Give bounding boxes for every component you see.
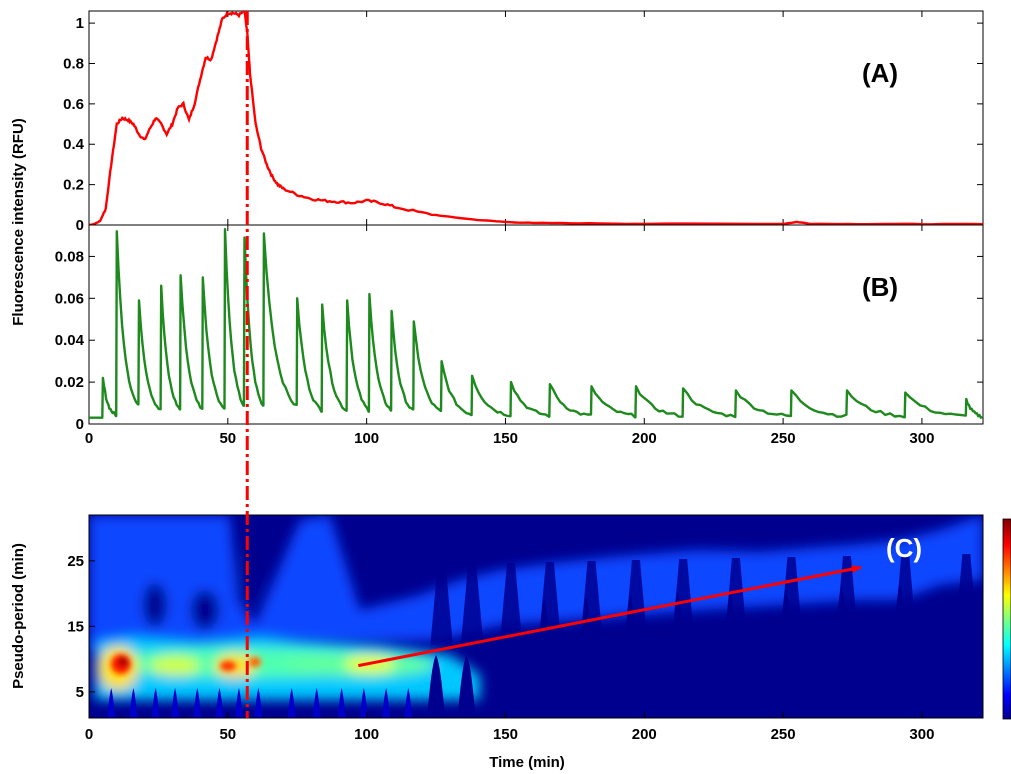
- panel-b-ytick-label-4: 0.08: [55, 248, 84, 265]
- heatmap-tooth-24: [832, 587, 851, 718]
- heatmap-tooth-1: [107, 688, 116, 718]
- heatmap-tooth-15: [427, 655, 446, 718]
- heatmap-tooth-3: [151, 688, 160, 718]
- panel-a-ytick-label-4: 0.8: [63, 55, 84, 72]
- panel-b-xtick-label-1: 50: [219, 430, 236, 447]
- heatmap-tooth-26: [951, 583, 970, 718]
- heatmap-tooth-21: [668, 593, 687, 718]
- panel-a-ytick-label-5: 1: [76, 15, 84, 32]
- panel-c-x-axis-label: Time (min): [489, 754, 565, 771]
- panel-a-series-line: [89, 11, 983, 225]
- panel-ab-y-axis-label: Fluorescence intensity (RFU): [10, 118, 27, 326]
- panel-b: 0 0.02 0.04 0.06 0.08 0 50 100 150 200 250 300 (B): [55, 224, 984, 447]
- heatmap-mid-band: [89, 515, 983, 650]
- panel-b-xtick-label-3: 150: [493, 430, 518, 447]
- panel-b-xtick-label-5: 250: [771, 430, 796, 447]
- panel-b-xtick-label-4: 200: [632, 430, 657, 447]
- heatmap-tooth-8: [254, 688, 263, 718]
- heatmap-tooth-19: [576, 597, 595, 718]
- panel-c-xtick-label-0: 0: [85, 726, 93, 743]
- panel-b-ytick-label-2: 0.04: [55, 332, 85, 349]
- panel-c-xtick-label-6: 300: [909, 726, 934, 743]
- heatmap-tooth-7: [234, 688, 243, 718]
- heatmap-tooth-11: [337, 688, 346, 718]
- heatmap-tooth-18: [535, 599, 554, 718]
- heatmap-tooth-16: [457, 655, 476, 718]
- panel-b-ytick-label-0: 0: [76, 416, 84, 433]
- heatmap-tooth-5: [193, 688, 202, 718]
- heatmap-tooth-9: [287, 688, 296, 718]
- heatmap-tooth-20: [621, 595, 640, 718]
- heatmap-tooth-4: [171, 688, 180, 718]
- ridge-arrow: [358, 565, 862, 668]
- panel-a-label: (A): [862, 58, 898, 88]
- heatmap-hotspots: [111, 654, 261, 674]
- panel-c-xtick-label-4: 200: [632, 726, 657, 743]
- panel-c-xtick-label-1: 50: [219, 726, 236, 743]
- heatmap-tooth-10: [312, 688, 321, 718]
- heatmap-tooth-12: [359, 688, 368, 718]
- panel-b-xtick-label-2: 100: [354, 430, 379, 447]
- heatmap-energy-band: [95, 635, 480, 700]
- panel-a-ytick-label-1: 0.2: [63, 177, 84, 194]
- panel-a-y-ticks: 0 0.2 0.4 0.6 0.8 1: [63, 11, 983, 234]
- heatmap-tooth-13: [382, 688, 391, 718]
- panel-b-frame: [88, 224, 984, 425]
- panel-a-ytick-label-2: 0.4: [63, 136, 85, 153]
- heatmap-tooth-22: [721, 591, 740, 718]
- panel-c-ytick-label-2: 25: [67, 553, 84, 570]
- heatmap-tooth-25: [890, 585, 909, 718]
- panel-a-frame: [88, 10, 984, 226]
- panel-b-ticks: 0 0.02 0.04 0.06 0.08 0 50 100 150 200 250 300: [55, 225, 983, 447]
- panel-c-label: (C): [886, 533, 922, 563]
- panel-c-ytick-label-0: 5: [76, 684, 84, 701]
- heatmap-tooth-2: [129, 688, 138, 718]
- panel-b-xtick-label-6: 300: [909, 430, 934, 447]
- heatmap-tooth-6: [215, 688, 224, 718]
- panel-b-series-line: [89, 228, 983, 419]
- panel-c-xtick-label-3: 150: [493, 726, 518, 743]
- heatmap-tooth-23: [776, 589, 795, 718]
- panel-b-xtick-label-0: 0: [85, 430, 93, 447]
- panel-b-label: (B): [862, 272, 898, 302]
- heatmap-tooth-17: [496, 655, 515, 718]
- heatmap-tooth-14: [404, 688, 413, 718]
- heatmap-lower-teeth: [107, 583, 970, 718]
- panel-b-ytick-label-3: 0.06: [55, 290, 84, 307]
- panel-c-xtick-label-5: 250: [771, 726, 796, 743]
- panel-a-ytick-label-0: 0: [76, 217, 84, 234]
- panel-b-ytick-label-1: 0.02: [55, 374, 84, 391]
- heatmap: [89, 515, 983, 718]
- panel-a-ytick-label-3: 0.6: [63, 96, 84, 113]
- colorbar: [1002, 518, 1011, 720]
- panel-c-y-axis-label: Pseudo-period (min): [10, 543, 27, 689]
- panel-c-xtick-label-2: 100: [354, 726, 379, 743]
- panel-c-ytick-label-1: 15: [67, 618, 84, 635]
- panel-c-frame: [88, 514, 984, 719]
- panel-a: 0 0.2 0.4 0.6 0.8 1 (A): [63, 10, 984, 234]
